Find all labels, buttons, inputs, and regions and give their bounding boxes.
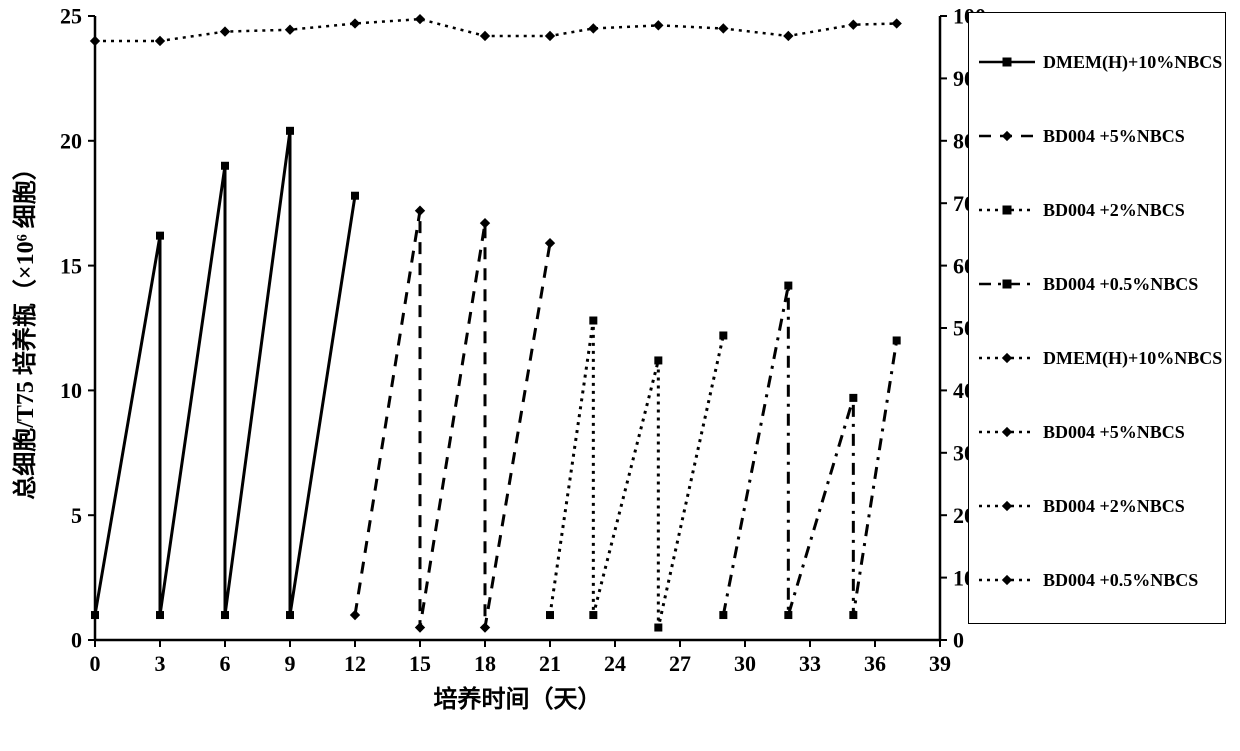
svg-text:培养时间（天）: 培养时间（天） (434, 685, 602, 713)
legend-swatch (979, 128, 1035, 144)
legend-item: DMEM(H)+10%NBCS (979, 321, 1215, 395)
svg-text:12: 12 (344, 651, 366, 676)
legend-item-label: BD004 +5%NBCS (1043, 422, 1185, 443)
legend-box: DMEM(H)+10%NBCS BD004 +5%NBCS BD004 +2%NBC… (968, 12, 1226, 624)
svg-text:27: 27 (669, 651, 691, 676)
svg-text:15: 15 (60, 253, 82, 278)
svg-text:39: 39 (929, 651, 951, 676)
legend-item-label: BD004 +2%NBCS (1043, 200, 1185, 221)
legend-item-label: BD004 +0.5%NBCS (1043, 570, 1198, 591)
svg-text:24: 24 (604, 651, 626, 676)
svg-text:25: 25 (60, 4, 82, 29)
svg-text:20: 20 (60, 129, 82, 154)
legend-item: BD004 +2%NBCS (979, 469, 1215, 543)
legend-item: BD004 +2%NBCS (979, 173, 1215, 247)
svg-text:33: 33 (799, 651, 821, 676)
legend-item-label: BD004 +0.5%NBCS (1043, 274, 1198, 295)
legend-item: BD004 +5%NBCS (979, 99, 1215, 173)
legend-item: BD004 +0.5%NBCS (979, 247, 1215, 321)
legend-item-label: DMEM(H)+10%NBCS (1043, 348, 1222, 369)
legend-swatch (979, 350, 1035, 366)
legend-item: BD004 +5%NBCS (979, 395, 1215, 469)
svg-text:30: 30 (734, 651, 756, 676)
svg-text:36: 36 (864, 651, 886, 676)
svg-text:0: 0 (90, 651, 101, 676)
legend-item-label: DMEM(H)+10%NBCS (1043, 52, 1222, 73)
svg-text:9: 9 (285, 651, 296, 676)
legend-swatch (979, 54, 1035, 70)
legend-swatch (979, 498, 1035, 514)
legend-swatch (979, 424, 1035, 440)
svg-text:10: 10 (60, 378, 82, 403)
svg-text:18: 18 (474, 651, 496, 676)
page-root: 036912151821242730333639培养时间（天）051015202… (0, 0, 1240, 746)
svg-text:0: 0 (71, 628, 82, 653)
legend-swatch (979, 202, 1035, 218)
legend-swatch (979, 276, 1035, 292)
legend-item-label: BD004 +2%NBCS (1043, 496, 1185, 517)
svg-text:6: 6 (220, 651, 231, 676)
svg-text:总细胞/T75 培养瓶（×10⁶ 细胞）: 总细胞/T75 培养瓶（×10⁶ 细胞） (11, 156, 39, 500)
legend-swatch (979, 572, 1035, 588)
svg-text:15: 15 (409, 651, 431, 676)
legend-item-label: BD004 +5%NBCS (1043, 126, 1185, 147)
legend-item: BD004 +0.5%NBCS (979, 543, 1215, 617)
svg-text:3: 3 (155, 651, 166, 676)
svg-text:21: 21 (539, 651, 561, 676)
svg-text:5: 5 (71, 503, 82, 528)
svg-text:0: 0 (953, 628, 964, 653)
legend-item: DMEM(H)+10%NBCS (979, 25, 1215, 99)
